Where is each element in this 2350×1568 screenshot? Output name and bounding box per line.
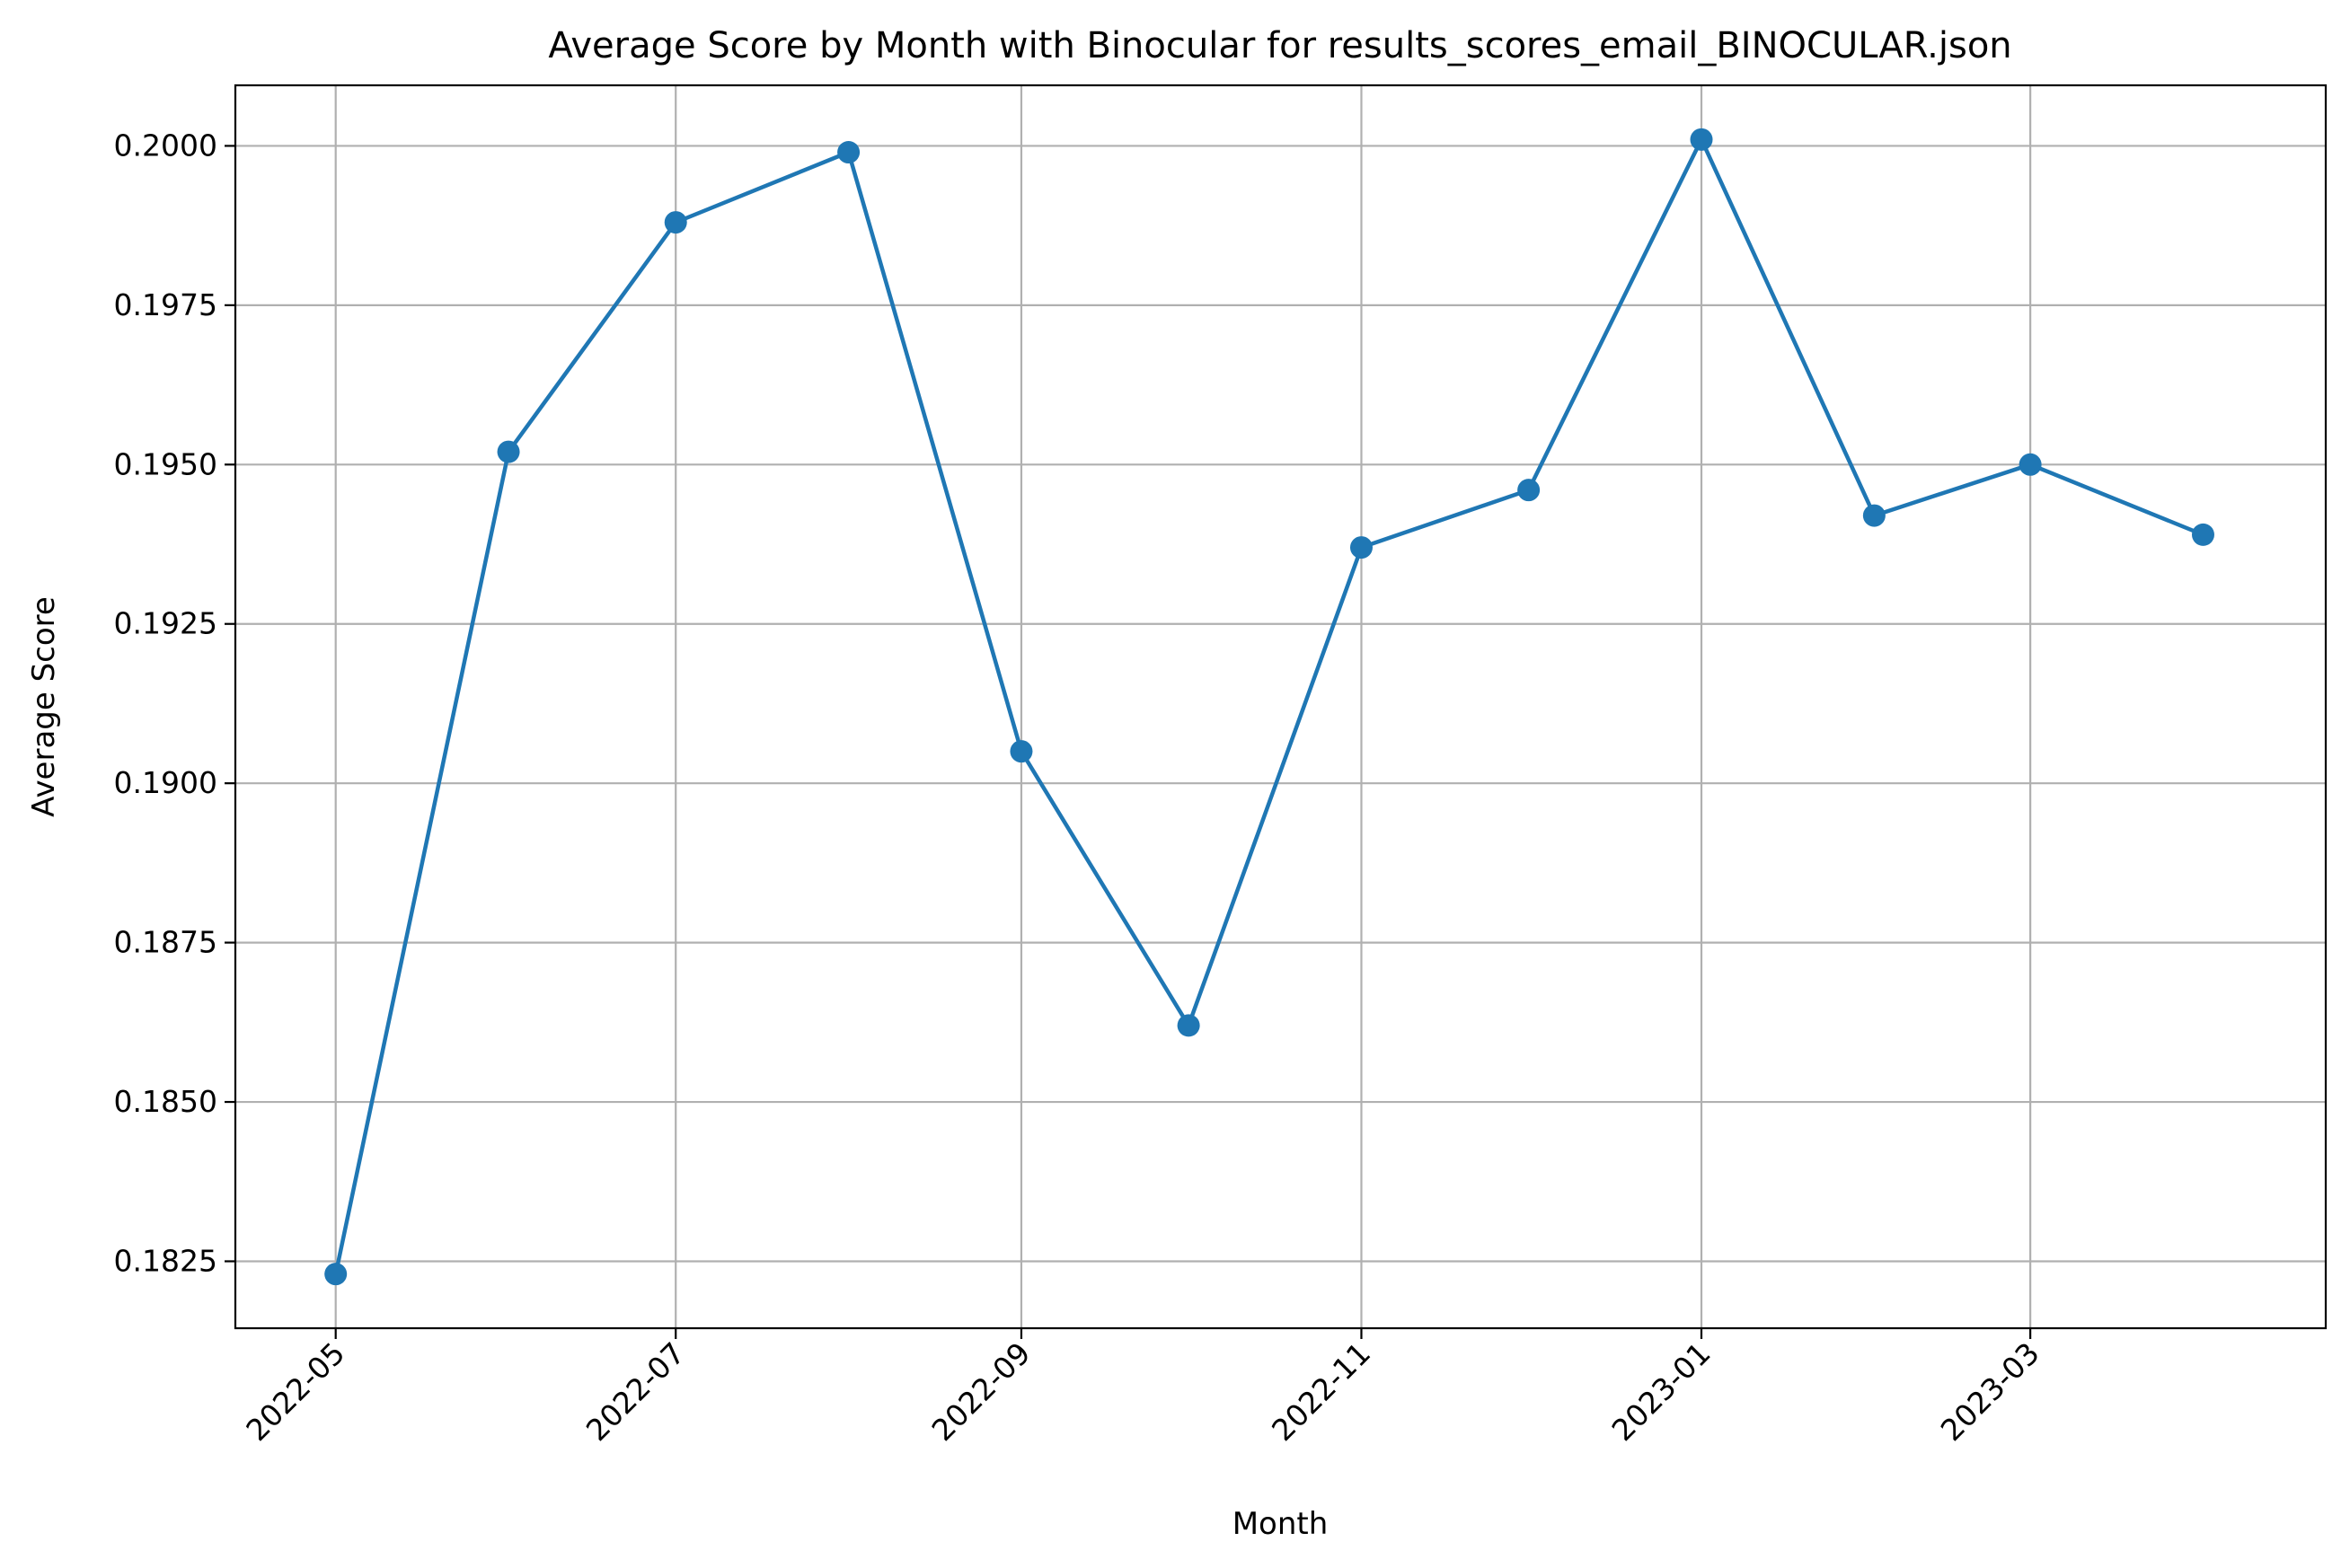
grid: [235, 85, 2326, 1328]
data-point: [1349, 536, 1373, 559]
data-point: [2019, 453, 2042, 476]
data-point: [1690, 128, 1713, 151]
data-point: [837, 141, 861, 164]
data-point: [2191, 523, 2214, 546]
y-tick-label: 0.1825: [114, 1243, 217, 1278]
series-layer: [324, 128, 2214, 1286]
y-tick-label: 0.1950: [114, 446, 217, 481]
y-tick-label: 0.1850: [114, 1084, 217, 1119]
y-tick-label: 0.1925: [114, 606, 217, 641]
series-line: [333, 137, 2204, 1275]
chart-title: Average Score by Month with Binocular fo…: [548, 25, 2011, 66]
y-axis-label: Average Score: [26, 596, 62, 817]
data-point: [1517, 479, 1541, 502]
data-point: [664, 211, 687, 234]
y-tick-label: 0.2000: [114, 128, 217, 163]
y-tick-label: 0.1875: [114, 925, 217, 960]
data-point: [324, 1263, 348, 1286]
plot-frame: [234, 84, 2328, 1330]
x-axis-label: Month: [1232, 1506, 1329, 1542]
data-point: [1010, 740, 1033, 763]
data-point: [1862, 504, 1886, 527]
data-point: [497, 440, 520, 463]
y-tick-label: 0.1975: [114, 287, 217, 322]
data-point: [1177, 1014, 1200, 1037]
y-tick-label: 0.1900: [114, 765, 217, 800]
